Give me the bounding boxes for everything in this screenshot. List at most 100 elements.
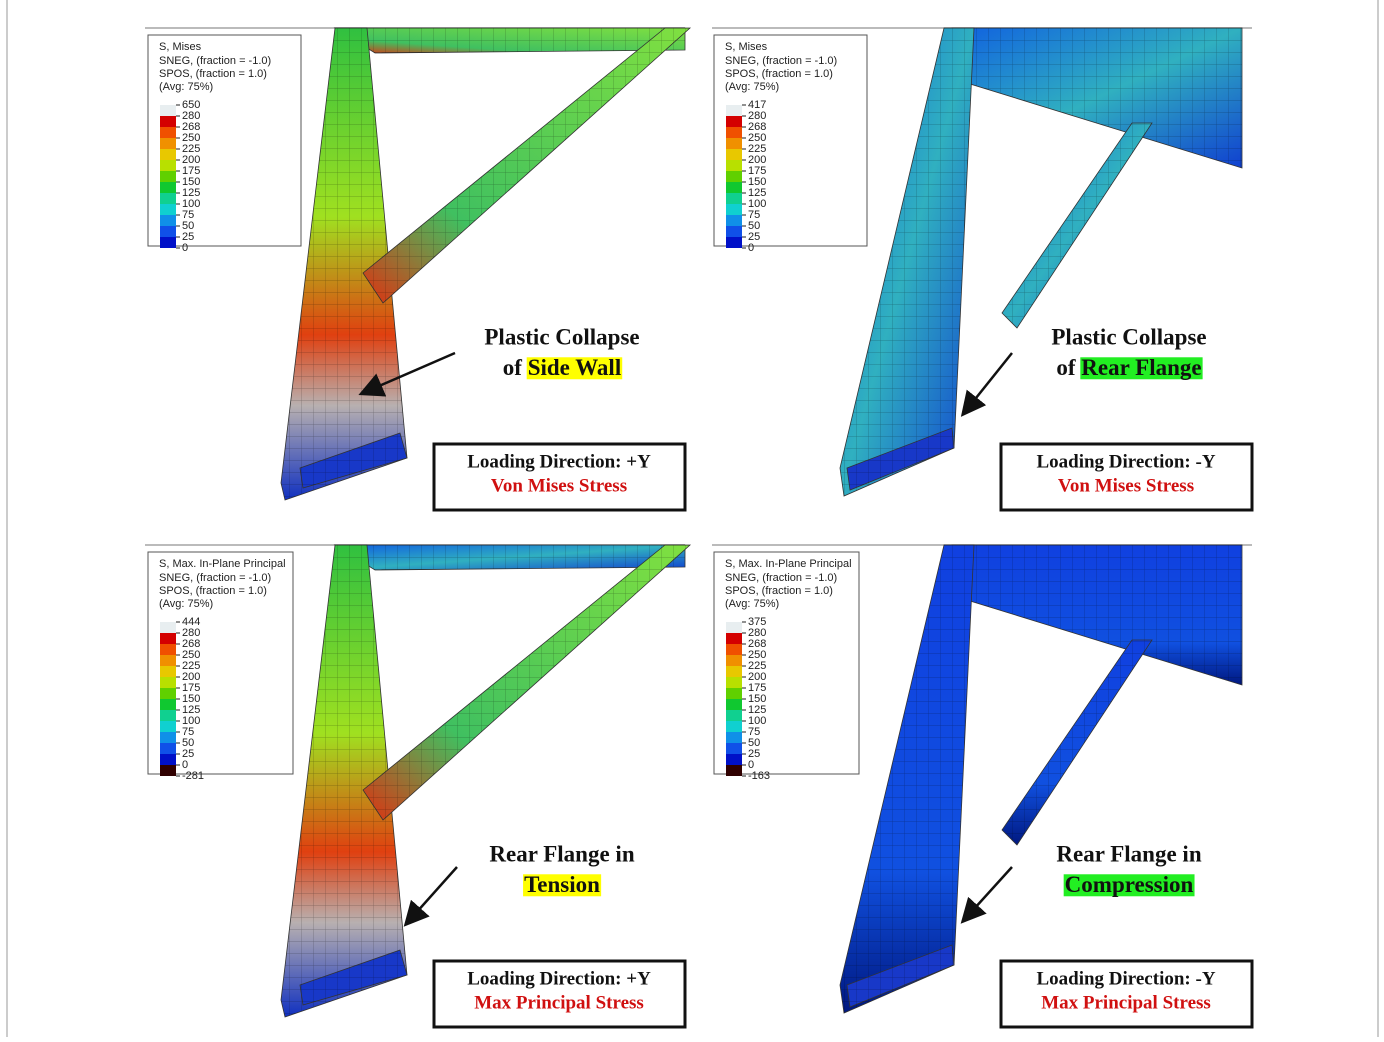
- annotation-line: Plastic Collapse: [1051, 324, 1206, 349]
- stress-type: Max Principal Stress: [474, 992, 644, 1013]
- legend-swatch: [726, 193, 742, 204]
- legend-swatch: [726, 237, 742, 248]
- legend-tick-label: -281: [182, 770, 204, 782]
- beam-mesh: [952, 28, 1242, 168]
- legend-swatch: [726, 127, 742, 138]
- column-mesh: [840, 545, 974, 1013]
- legend-title: S, Mises: [725, 41, 768, 53]
- annotation-highlight: Tension: [524, 872, 600, 897]
- legend-swatch: [726, 116, 742, 127]
- legend-line: (Avg: 75%): [725, 81, 779, 93]
- legend-tick-label: 0: [182, 242, 188, 254]
- legend-swatch: [726, 182, 742, 193]
- legend-swatch: [160, 699, 176, 710]
- legend-line: SNEG, (fraction = -1.0): [725, 572, 837, 584]
- legend-swatch: [726, 721, 742, 732]
- legend-swatch: [726, 699, 742, 710]
- legend-swatch: [160, 215, 176, 226]
- legend-swatch: [160, 193, 176, 204]
- legend-swatch: [160, 127, 176, 138]
- legend-swatch: [160, 226, 176, 237]
- legend-title: S, Max. In-Plane Principal: [159, 558, 286, 570]
- annotation-line: Plastic Collapse: [484, 324, 639, 349]
- legend-line: (Avg: 75%): [725, 598, 779, 610]
- legend-line: SPOS, (fraction = 1.0): [159, 68, 267, 80]
- legend-tick-label: -163: [748, 770, 770, 782]
- annotation-line: of Side Wall: [503, 355, 621, 380]
- arrow: [964, 353, 1012, 413]
- annotation-line: Compression: [1065, 872, 1194, 897]
- annotation-line: of Rear Flange: [1056, 355, 1201, 380]
- loading-direction: Loading Direction: +Y: [467, 968, 651, 989]
- legend-swatch: [726, 666, 742, 677]
- panel: S, Mises SNEG, (fraction = -1.0)SPOS, (fr…: [712, 28, 1252, 510]
- legend-swatch: [726, 633, 742, 644]
- legend-swatch: [160, 237, 176, 248]
- beam-mesh: [952, 545, 1242, 685]
- legend-swatch: [726, 677, 742, 688]
- legend-swatch: [160, 765, 176, 776]
- annotation-prefix: of: [503, 355, 528, 380]
- panel: S, Max. In-Plane Principal SNEG, (fractio…: [712, 545, 1252, 1027]
- legend-swatch: [160, 116, 176, 127]
- loading-direction: Loading Direction: +Y: [467, 451, 651, 472]
- legend-swatch: [726, 138, 742, 149]
- legend-swatch: [726, 743, 742, 754]
- brace-mesh: [363, 545, 690, 820]
- legend-swatch: [160, 204, 176, 215]
- legend-swatch: [726, 215, 742, 226]
- legend-line: SPOS, (fraction = 1.0): [725, 68, 833, 80]
- annotation-highlight: Compression: [1065, 872, 1194, 897]
- legend-swatch: [726, 149, 742, 160]
- annotation-line: Tension: [524, 872, 600, 897]
- legend-swatch: [160, 622, 176, 633]
- legend-swatch: [160, 655, 176, 666]
- legend-swatch: [726, 644, 742, 655]
- legend-swatch: [160, 754, 176, 765]
- legend-swatch: [160, 710, 176, 721]
- panel: S, Max. In-Plane Principal SNEG, (fractio…: [145, 545, 690, 1027]
- beam-mesh: [335, 545, 685, 570]
- legend-line: SNEG, (fraction = -1.0): [159, 55, 271, 67]
- brace-mesh: [363, 28, 690, 303]
- legend-swatch: [726, 105, 742, 116]
- legend-title: S, Max. In-Plane Principal: [725, 558, 852, 570]
- legend-swatch: [160, 666, 176, 677]
- legend-line: (Avg: 75%): [159, 81, 213, 93]
- annotation-line: Rear Flange in: [1056, 841, 1201, 866]
- legend-swatch: [160, 171, 176, 182]
- legend-tick-label: 0: [748, 242, 754, 254]
- figure: S, MisesSNEG, (fraction = -1.0)SPOS, (fr…: [0, 0, 1384, 1037]
- legend-swatch: [160, 721, 176, 732]
- legend-swatch: [160, 633, 176, 644]
- stress-type: Max Principal Stress: [1041, 992, 1211, 1013]
- legend-swatch: [160, 677, 176, 688]
- legend-swatch: [160, 160, 176, 171]
- legend-swatch: [726, 732, 742, 743]
- legend-line: SNEG, (fraction = -1.0): [159, 572, 271, 584]
- legend-line: SPOS, (fraction = 1.0): [159, 585, 267, 597]
- legend-line: SPOS, (fraction = 1.0): [725, 585, 833, 597]
- legend-swatch: [726, 765, 742, 776]
- legend-swatch: [160, 182, 176, 193]
- arrow: [407, 867, 457, 923]
- arrow: [964, 867, 1012, 920]
- loading-direction: Loading Direction: -Y: [1036, 451, 1215, 472]
- legend-swatch: [160, 743, 176, 754]
- beam-mesh: [335, 28, 685, 53]
- loading-direction: Loading Direction: -Y: [1036, 968, 1215, 989]
- legend-swatch: [160, 644, 176, 655]
- annotation-highlight: Side Wall: [528, 355, 622, 380]
- legend-line: SNEG, (fraction = -1.0): [725, 55, 837, 67]
- annotation-highlight: Rear Flange: [1081, 355, 1201, 380]
- legend-swatch: [726, 622, 742, 633]
- legend-swatch: [160, 732, 176, 743]
- legend-swatch: [726, 688, 742, 699]
- legend-swatch: [160, 105, 176, 116]
- legend-swatch: [726, 754, 742, 765]
- legend-swatch: [726, 655, 742, 666]
- brace-mesh: [1002, 640, 1152, 845]
- annotation-prefix: of: [1056, 355, 1081, 380]
- legend-swatch: [726, 710, 742, 721]
